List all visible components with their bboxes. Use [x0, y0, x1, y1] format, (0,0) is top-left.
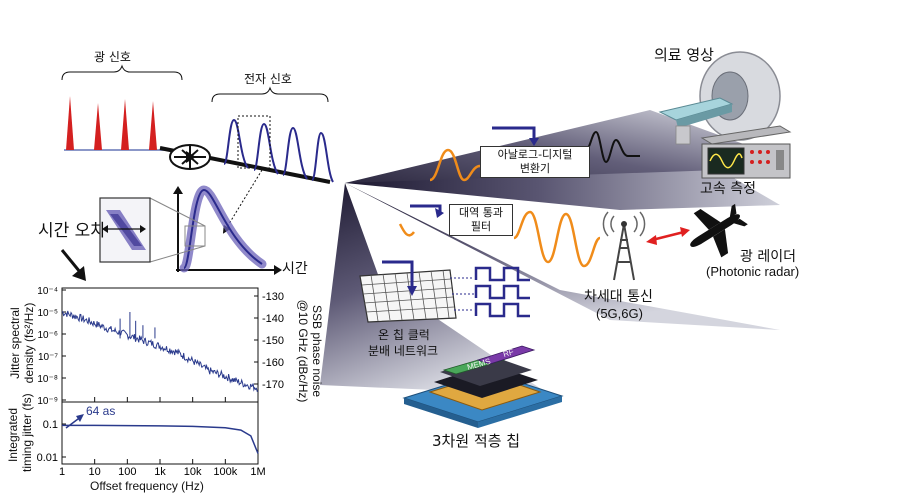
- clock-distribution-grid: [359, 260, 530, 323]
- y2-tick-label: -160: [262, 357, 284, 369]
- y-tick-label: 10⁻⁵: [37, 308, 58, 319]
- integrated-jitter-frame: [61, 401, 259, 465]
- y2-tick-label: -130: [262, 291, 284, 303]
- plot-ticks: 1 10 100 1k 10k 100k 1M 10⁻⁴ 10⁻⁵ 10⁻⁶ 10⁻⁷ 10⁻⁸ 10⁻…: [37, 286, 284, 478]
- time-axis-label: 시간: [282, 261, 308, 277]
- adc-output-wave: [585, 130, 640, 164]
- x-tick-label: 1k: [154, 466, 166, 478]
- integrated-jitter-ylabel-line1: Integrated: [6, 407, 20, 463]
- x-tick-label: 1M: [250, 466, 265, 478]
- stacked-chip-label: 3차원 적층 칩: [432, 432, 521, 450]
- phase-noise-ylabel: SSB phase noise @10 GHz (dBc/Hz): [296, 292, 324, 410]
- timing-error-label: 시간 오차: [38, 221, 106, 241]
- electronic-signal-label: 전자 신호: [244, 72, 292, 86]
- radar-link-arrow: [646, 227, 690, 245]
- integrated-jitter-line: [62, 424, 259, 454]
- integrated-jitter-ylabel-line2: timing jitter (fs): [20, 393, 34, 472]
- annotation-arrow-head: [76, 414, 84, 422]
- oscilloscope: [700, 125, 792, 179]
- optical-brace: [61, 64, 183, 81]
- photonic-radar-label: 광 레이더: [740, 249, 796, 265]
- y-tick-label: 0.01: [37, 452, 58, 464]
- clock-square-waves: [474, 266, 530, 318]
- high-speed-measurement-label: 고속 측정: [700, 181, 756, 197]
- plot-xlabel: Offset frequency (Hz): [90, 479, 204, 493]
- jitter-plot-panel: 1 10 100 1k 10k 100k 1M 10⁻⁴ 10⁻⁵ 10⁻⁶ 10⁻⁷ 10⁻⁸ 10⁻…: [37, 286, 284, 478]
- next-gen-comm-sublabel: (5G,6G): [596, 306, 643, 321]
- filter-control-arrow: [410, 204, 442, 212]
- adc-waveforms: [429, 126, 640, 182]
- clock-network-label-2: 분배 네트워크: [368, 344, 439, 358]
- beam-to-chip: [320, 183, 550, 395]
- optical-pulses: [66, 96, 157, 150]
- adc-box: 아날로그-디지털 변환기: [480, 146, 590, 178]
- jitter-density-ylabel-line2: density (fs²/Hz): [22, 302, 36, 384]
- airplane-icon: [690, 203, 748, 258]
- y2-tick-label: -170: [262, 379, 284, 391]
- x-tick-label: 1: [59, 466, 65, 478]
- y-tick-label: 10⁻⁶: [37, 330, 58, 341]
- bandpass-filter-box: 대역 통과 필터: [449, 204, 513, 236]
- integrated-jitter-ylabel: Integrated timing jitter (fs): [6, 393, 34, 472]
- medical-imaging-label: 의료 영상: [654, 46, 714, 64]
- electronic-pulses: [223, 118, 334, 183]
- filter-input-sine: [398, 223, 415, 237]
- jitter-density-ylabel-line1: Jitter spectral: [8, 307, 22, 379]
- electronic-brace: [211, 86, 329, 103]
- optical-signal-label: 광 신호: [94, 50, 131, 64]
- x-tick-label: 10: [89, 466, 101, 478]
- adc-control-arrow: [492, 126, 536, 140]
- filter-waveforms: [398, 204, 601, 268]
- chip-layer-rf: [476, 345, 536, 365]
- y-tick-label: 10⁻⁴: [37, 286, 58, 297]
- photodiode: [159, 144, 331, 184]
- jitter-spectrum-line: [61, 310, 259, 393]
- filter-output-sine: [513, 210, 601, 268]
- zoom-box: [237, 115, 271, 169]
- stacked-chip: MEMS RF: [402, 345, 564, 428]
- y-tick-label: 0.1: [43, 419, 58, 431]
- chip-rf-label: RF: [502, 347, 515, 359]
- mri-scanner: [658, 51, 781, 145]
- optical-signal-group: [61, 64, 183, 151]
- zoom-pulse-plot: [149, 185, 282, 275]
- plot-series: [61, 310, 259, 454]
- x-tick-label: 10k: [184, 466, 202, 478]
- y-tick-label: 10⁻⁹: [37, 396, 58, 407]
- y2-tick-label: -140: [262, 313, 284, 325]
- timing-error-zoom: [99, 197, 151, 263]
- phase-noise-ylabel-line2: @10 GHz (dBc/Hz): [296, 299, 310, 403]
- phase-noise-ylabel-line1: SSB phase noise: [310, 304, 324, 398]
- x-tick-label: 100k: [213, 466, 237, 478]
- adc-input-sine: [429, 148, 481, 182]
- antenna-tower: [602, 211, 646, 281]
- y2-tick-label: -150: [262, 335, 284, 347]
- y-tick-label: 10⁻⁸: [37, 374, 58, 385]
- y-tick-label: 10⁻⁷: [38, 352, 58, 363]
- x-tick-label: 100: [118, 466, 136, 478]
- jitter-annotation: 64 as: [86, 404, 116, 418]
- beam-to-measurement: [345, 170, 780, 210]
- next-gen-comm-label: 차세대 통신: [584, 289, 653, 305]
- timing-error-arrow: [60, 249, 86, 281]
- jitter-density-ylabel: Jitter spectral density (fs²/Hz): [8, 288, 36, 398]
- clock-network-label-1: 온 칩 클럭: [378, 328, 430, 342]
- electronic-signal-group: [211, 86, 334, 234]
- photonic-radar-sublabel: (Photonic radar): [706, 264, 800, 279]
